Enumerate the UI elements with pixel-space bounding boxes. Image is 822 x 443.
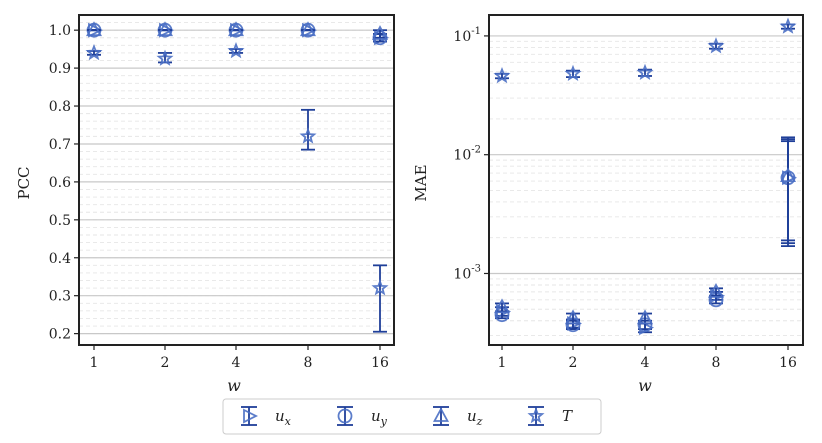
mae-xlabel: w	[638, 376, 652, 395]
mae-series-uz	[493, 138, 797, 325]
legend-label: T	[562, 407, 573, 425]
data-point	[299, 127, 317, 144]
mae-xtick-label: 1	[498, 355, 507, 371]
mae-grid	[489, 35, 803, 337]
pcc-ytick-label: 0.4	[49, 251, 71, 267]
mae-xtick-label: 4	[641, 355, 650, 371]
data-point	[299, 21, 317, 37]
data-point	[493, 67, 511, 84]
legend-subscript: x	[285, 415, 292, 428]
legend-item: T	[527, 406, 573, 426]
legend-frame	[222, 398, 602, 435]
pcc-xtick-label: 2	[161, 355, 170, 371]
data-point	[564, 64, 582, 82]
pcc-series-t	[85, 42, 389, 333]
data-point	[493, 298, 511, 314]
mae-ytick-label: 10-3	[453, 263, 481, 282]
mae-xtick-label: 16	[779, 355, 797, 371]
pcc-ytick-label: 1.0	[49, 23, 71, 39]
data-point	[707, 282, 725, 298]
data-point	[564, 309, 582, 325]
pcc-axes-frame	[78, 14, 395, 346]
mae-panel: 10-3 10-2 10-1 1 2 4 8 16	[453, 14, 804, 371]
data-point	[636, 309, 654, 325]
mae-ytick-label: 10-2	[453, 145, 481, 164]
pcc-xtick-label: 16	[371, 355, 389, 371]
mae-axes-frame	[488, 14, 804, 346]
pcc-xtick-label: 4	[232, 355, 241, 371]
data-point	[636, 63, 654, 80]
mae-xtick-label: 8	[712, 355, 721, 371]
pcc-xtick-label: 8	[304, 355, 313, 371]
mae-series-t	[493, 17, 797, 84]
legend-subscript: z	[476, 415, 483, 428]
data-point	[227, 42, 245, 59]
pcc-ytick-label: 0.2	[49, 327, 71, 343]
mae-ytick-label: 10-1	[453, 26, 481, 45]
mae-ylabel: MAE	[412, 164, 430, 201]
pcc-grid	[79, 22, 394, 335]
pcc-ytick-label: 0.5	[49, 213, 71, 229]
data-errorbar	[373, 29, 387, 39]
pcc-series-ux	[87, 22, 390, 46]
tick-exponent: -1	[471, 26, 481, 37]
data-point	[227, 21, 245, 37]
tick-exponent: -3	[471, 263, 481, 274]
circle-icon	[337, 408, 353, 424]
data-point	[779, 17, 797, 34]
data-point	[156, 21, 174, 37]
legend-item: uz	[432, 406, 483, 428]
legend-subscript: y	[380, 415, 388, 428]
data-point	[779, 167, 797, 183]
pcc-panel: 0.2 0.3 0.4 0.5 0.6 0.7 0.8 0.9 1.0 1 2 4 8 16	[49, 14, 395, 371]
pcc-ylabel: PCC	[15, 166, 33, 199]
data-point	[707, 37, 725, 54]
data-point	[371, 25, 389, 40]
legend: ux uy uz T	[222, 398, 602, 435]
data-point	[85, 21, 103, 37]
data-point	[85, 43, 103, 61]
data-errorbar	[373, 264, 387, 333]
pcc-series-uz	[85, 21, 389, 40]
triangle-up-icon	[432, 407, 450, 422]
data-errorbar	[781, 138, 795, 242]
pcc-ytick-label: 0.3	[49, 289, 71, 305]
data-point	[371, 279, 389, 296]
triangle-right-icon	[243, 408, 259, 424]
pcc-ytick-label: 0.9	[49, 61, 71, 77]
star-icon	[527, 407, 545, 424]
pcc-xlabel: w	[227, 376, 241, 395]
pcc-xtick-label: 1	[90, 355, 99, 371]
pcc-ytick-label: 0.6	[49, 175, 71, 191]
pcc-ytick-label: 0.8	[49, 99, 71, 115]
data-errorbar	[709, 287, 723, 297]
data-point	[156, 49, 174, 66]
pcc-ytick-label: 0.7	[49, 137, 71, 153]
mae-xtick-label: 2	[569, 355, 578, 371]
tick-exponent: -2	[471, 145, 481, 156]
